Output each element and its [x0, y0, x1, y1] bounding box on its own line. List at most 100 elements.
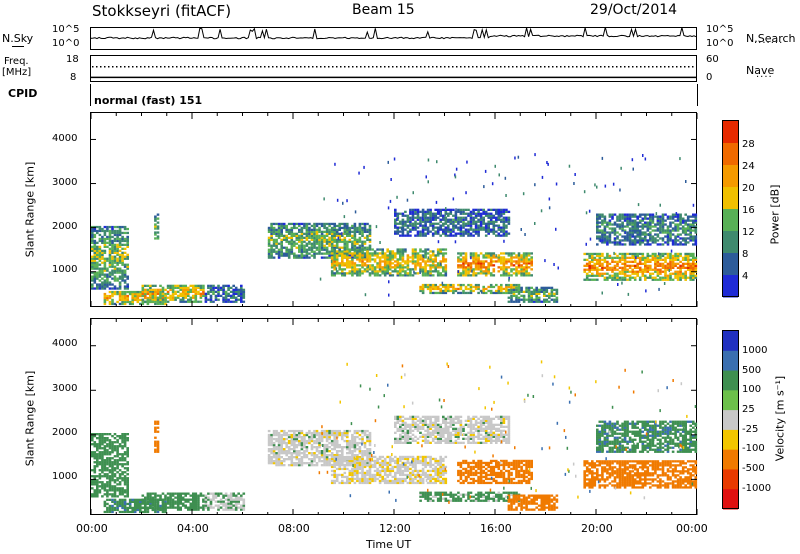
echo-cell [330, 274, 334, 277]
echo-cell [106, 269, 109, 272]
echo-cell [641, 254, 645, 258]
nave-dot [548, 66, 550, 68]
echo-cell [585, 258, 589, 261]
echo-cell [495, 260, 498, 263]
echo-cell [106, 281, 109, 284]
echo-cell [229, 290, 233, 293]
echo-cell [426, 264, 430, 267]
echo-cell [522, 296, 526, 299]
echo-cell [434, 258, 437, 261]
echo-cell [681, 219, 685, 222]
echo-cell [118, 225, 122, 229]
echo-cell [613, 260, 617, 263]
echo-cell [447, 287, 450, 291]
echo-cell [457, 222, 460, 225]
echo-cell [618, 276, 622, 279]
echo-cell [118, 285, 122, 288]
echo-cell [459, 208, 463, 211]
echo-cell [103, 241, 107, 244]
echo-cell [116, 477, 119, 480]
echo-cell [628, 215, 632, 218]
echo-cell [179, 508, 182, 511]
echo-cell [671, 227, 675, 230]
echo-cell [633, 229, 637, 232]
echo-cell [654, 266, 657, 269]
echo-cell [596, 268, 599, 271]
echo-cell [154, 502, 157, 505]
echo-cell [424, 254, 427, 257]
echo-cell [449, 289, 453, 293]
echo-cell [293, 222, 296, 226]
echo-cell [101, 249, 104, 252]
echo-cell [626, 239, 629, 242]
echo-cell [325, 234, 329, 237]
echo-cell [621, 262, 624, 265]
echo-cell [601, 266, 604, 269]
echo-cell [654, 276, 657, 279]
echo-cell [394, 256, 397, 259]
echo-cell [669, 256, 672, 259]
echo-cell [285, 454, 288, 457]
echo-cell [664, 223, 667, 226]
echo-cell [457, 220, 460, 223]
freq-left-tick-bottom: 8 [70, 72, 77, 83]
echo-cell [303, 456, 306, 459]
echo-cell [101, 437, 104, 440]
echo-cell [638, 262, 642, 265]
echo-cell [300, 250, 304, 253]
echo-cell [596, 237, 599, 240]
echo-cell [649, 219, 652, 222]
nave-dot [552, 66, 554, 68]
echo-cell [108, 498, 112, 501]
echo-cell [272, 446, 276, 449]
echo-cell [282, 252, 286, 255]
echo-cell [108, 235, 112, 239]
echo-cell [628, 256, 632, 259]
echo-cell [623, 258, 627, 261]
echo-cell [585, 252, 589, 256]
echo-cell [123, 255, 127, 258]
echo-cell [227, 506, 230, 509]
echo-cell [492, 256, 496, 259]
beam-title: Beam 15 [352, 2, 415, 18]
echo-cell [91, 487, 94, 490]
echo-cell [295, 242, 299, 245]
echo-cell [636, 274, 639, 277]
echo-cell [484, 287, 488, 291]
echo-cell [692, 272, 695, 275]
echo-cell [527, 258, 531, 261]
echo-cell [217, 506, 220, 509]
echo-cell [530, 296, 533, 299]
echo-cell [601, 221, 604, 224]
echo-cell [169, 496, 172, 499]
echo-cell [169, 492, 172, 495]
echo-cell [442, 248, 445, 251]
echo-cell [91, 433, 94, 436]
echo-cell [169, 498, 172, 501]
echo-cell [681, 221, 685, 224]
echo-cell [118, 445, 122, 448]
echo-cell [664, 266, 667, 269]
echo-cell [204, 298, 208, 301]
echo-cell [472, 262, 475, 265]
echo-cell [623, 225, 627, 228]
echo-cell [525, 288, 528, 291]
echo-cell [414, 256, 417, 259]
echo-cell [661, 223, 665, 226]
echo-cell [641, 225, 645, 228]
echo-cell [500, 266, 503, 269]
echo-cell [409, 228, 412, 231]
echo-cell [171, 284, 175, 287]
echo-cell [103, 239, 107, 243]
echo-cell [267, 460, 271, 463]
echo-cell [330, 250, 334, 253]
echo-cell [136, 298, 140, 302]
echo-cell [366, 238, 369, 241]
echo-cell [469, 232, 473, 235]
echo-cell [631, 260, 634, 263]
echo-cell [676, 235, 680, 238]
echo-cell [426, 252, 430, 255]
echo-cell [505, 268, 508, 271]
echo-cell [98, 275, 102, 278]
echo-cell [484, 214, 488, 217]
